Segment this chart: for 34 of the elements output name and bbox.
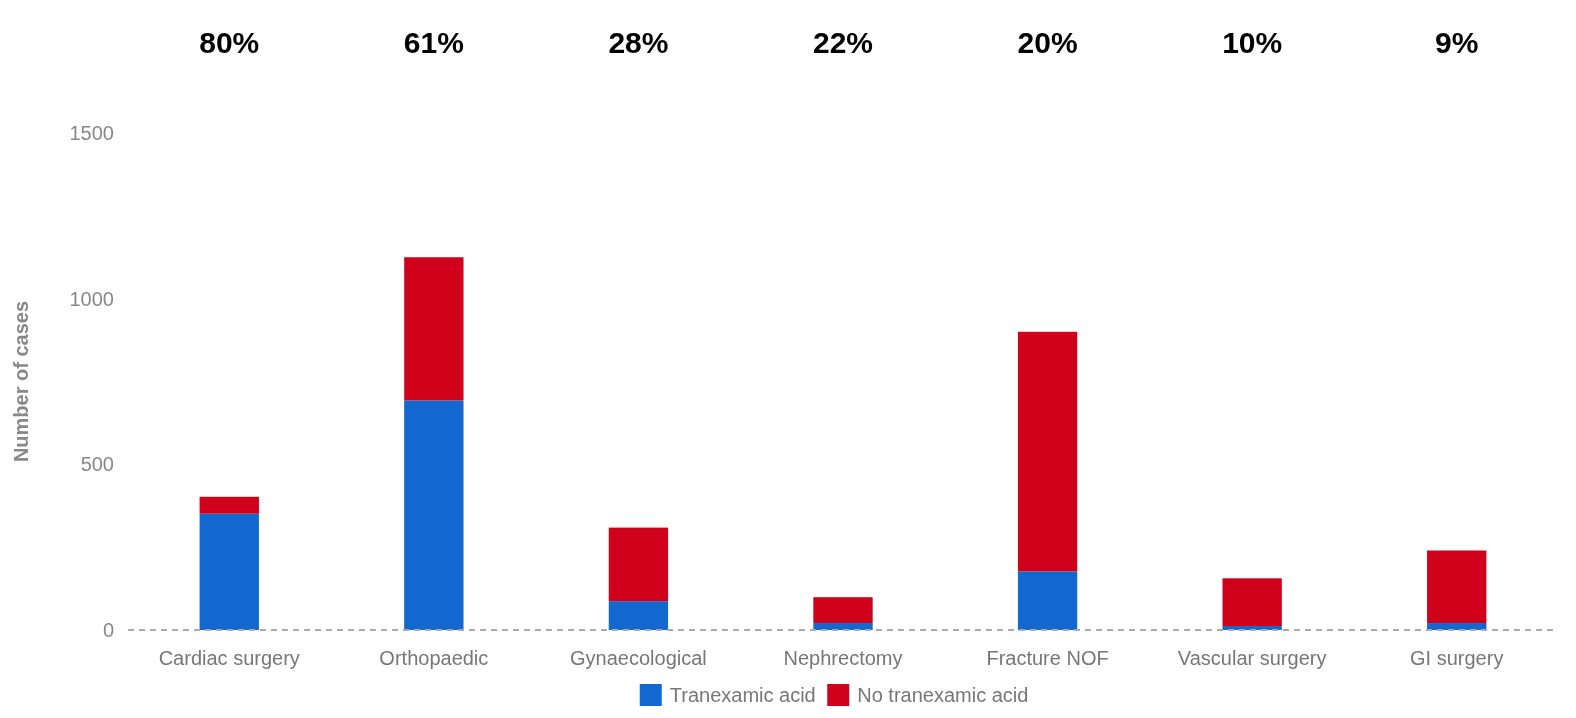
bar <box>608 601 669 630</box>
text: 20% <box>1017 26 1078 59</box>
legend-label: No tranexamic acid <box>857 684 1029 706</box>
bar <box>199 496 259 514</box>
text: 10% <box>1222 26 1283 59</box>
x-tick-label: GI surgery <box>1410 647 1504 669</box>
y-axis-title: Number of cases <box>10 300 32 463</box>
bar <box>404 400 464 630</box>
x-tick-label: Fracture NOF <box>986 647 1109 669</box>
bar <box>813 623 873 630</box>
x-tick-label: Gynaecological <box>570 647 707 669</box>
bar <box>1427 623 1487 630</box>
y-tick-label: 500 <box>80 453 114 476</box>
bar <box>1017 571 1078 630</box>
text: 80% <box>199 26 260 59</box>
bar <box>608 527 669 602</box>
legend-label: Tranexamic acid <box>669 684 816 706</box>
text: 22% <box>812 26 874 59</box>
bar <box>1222 578 1282 627</box>
bar <box>813 597 873 624</box>
text: 61% <box>403 26 464 59</box>
text: 28% <box>608 26 669 59</box>
x-tick-label: Nephrectomy <box>783 647 903 669</box>
x-tick-label: Vascular surgery <box>1177 647 1327 669</box>
bar <box>404 257 464 401</box>
bar <box>199 513 259 630</box>
bar <box>1017 331 1078 572</box>
x-tick-label: Cardiac surgery <box>158 647 300 669</box>
y-tick-label: 0 <box>102 619 114 641</box>
y-tick-label: 1000 <box>69 287 114 310</box>
y-tick-label: 1500 <box>69 122 114 144</box>
bar <box>1427 550 1487 624</box>
text: 9% <box>1435 26 1479 59</box>
x-tick-label: Orthopaedic <box>379 647 489 669</box>
